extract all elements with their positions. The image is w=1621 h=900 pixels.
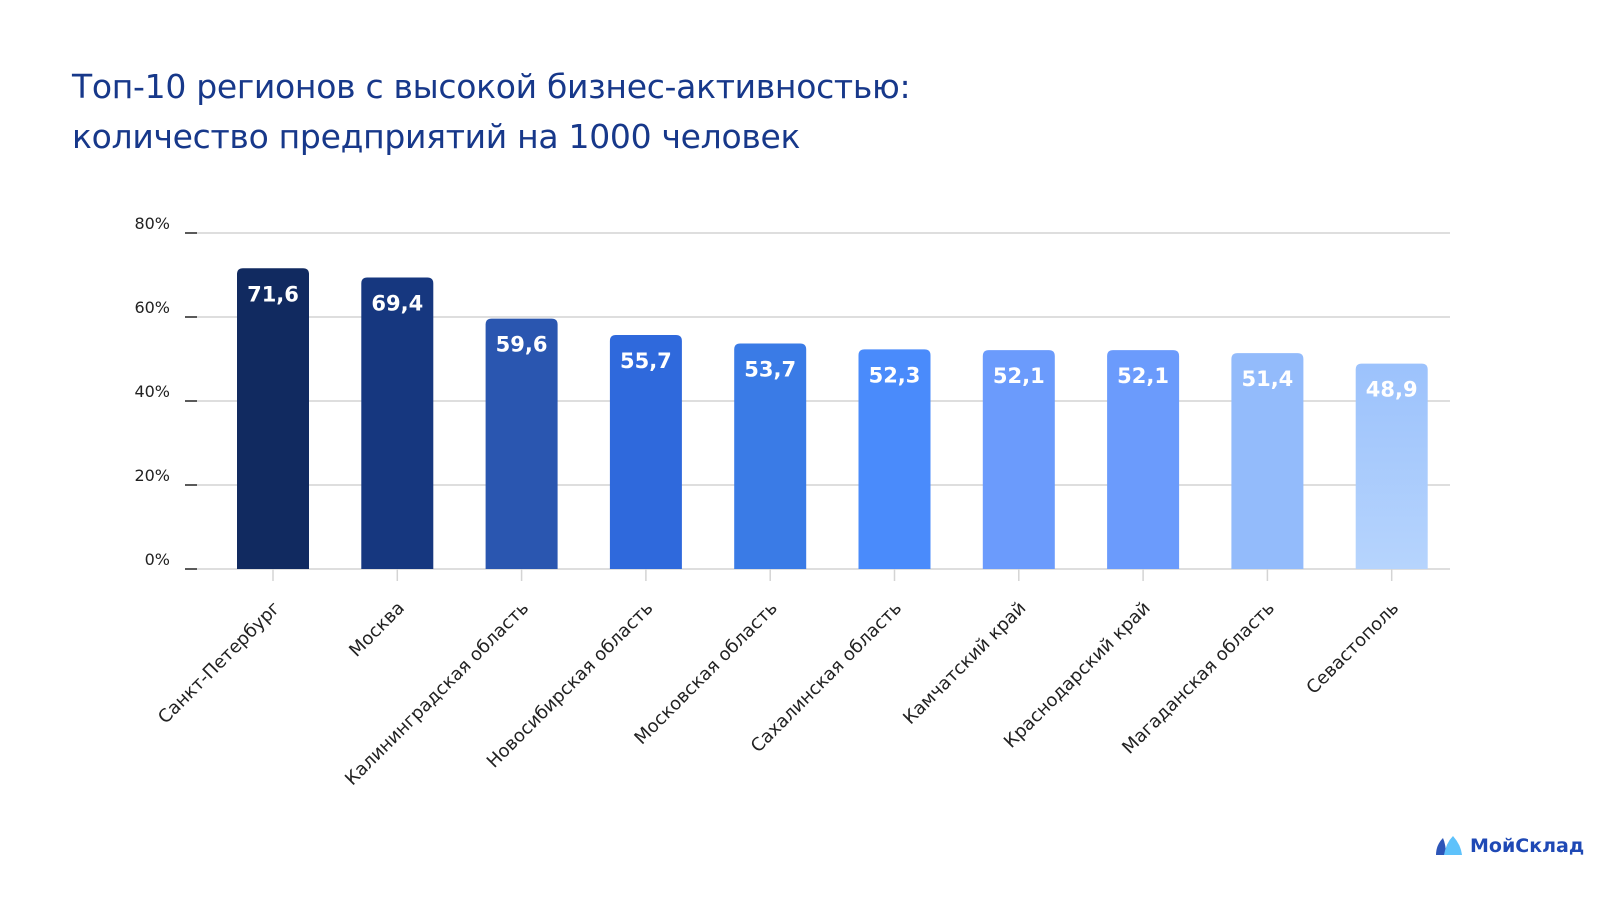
bar [1355,363,1428,569]
chart-title-line-1: Топ-10 регионов с высокой бизнес-активно… [72,67,911,106]
data-label: 69,4 [371,292,423,316]
y-tick-label: 40% [134,382,170,401]
chart-title: Топ-10 регионов с высокой бизнес-активно… [72,62,911,162]
y-tick-label: 0% [145,550,170,569]
x-tick-label: Санкт-Петербург [154,598,284,728]
y-tick-label: 60% [134,298,170,317]
data-label: 55,7 [620,349,672,373]
data-label: 52,1 [1117,364,1169,388]
data-label: 51,4 [1241,367,1293,391]
bar [858,349,931,569]
bar [1107,350,1180,569]
data-label: 71,6 [247,282,299,306]
bar [982,350,1055,569]
bar [237,268,309,569]
x-tick-label: Севастополь [1302,598,1403,699]
data-label: 59,6 [496,333,548,357]
bar [734,343,807,569]
data-label: 52,1 [993,364,1045,388]
bar [485,318,558,569]
y-tick-label: 80% [134,214,170,233]
logo-icon [1436,836,1462,855]
bar [609,335,682,569]
y-tick-label: 20% [134,466,170,485]
data-label: 48,9 [1366,378,1418,402]
brand-logo: МойСклад [1434,835,1584,857]
logo-text: МойСклад [1470,835,1585,857]
bar [1231,353,1304,569]
x-tick-label: Московская область [630,598,781,749]
bar [361,277,434,569]
x-tick-label: Камчатский край [899,598,1030,729]
data-label: 52,3 [869,363,921,387]
chart-title-line-2: количество предприятий на 1000 человек [72,117,801,156]
data-label: 53,7 [744,357,796,381]
x-tick-label: Москва [345,598,409,662]
